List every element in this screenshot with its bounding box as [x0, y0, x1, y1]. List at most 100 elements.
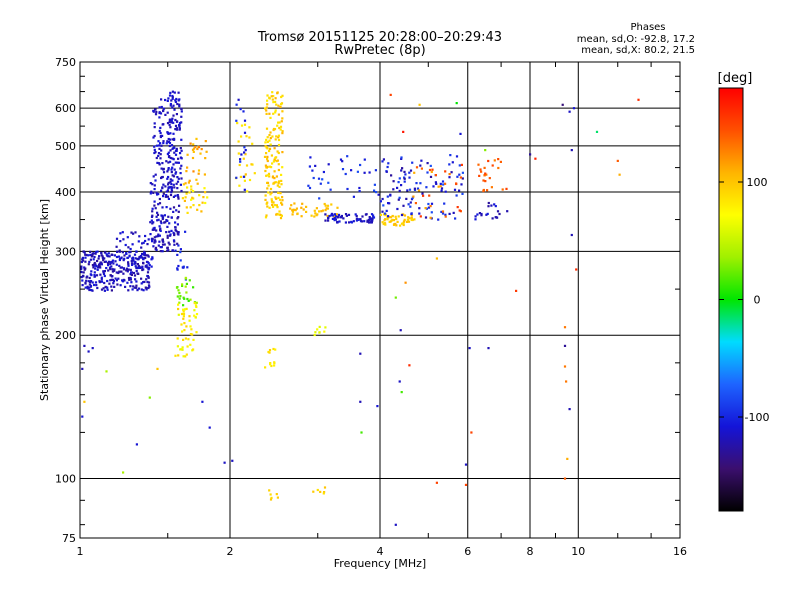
data-point [110, 285, 113, 288]
data-point [239, 108, 242, 111]
data-point [191, 333, 194, 336]
data-point [152, 109, 155, 112]
data-point [152, 136, 155, 139]
data-point [248, 136, 251, 139]
data-point [273, 181, 276, 184]
data-point [125, 252, 128, 255]
data-point [189, 325, 192, 328]
data-point [124, 243, 127, 247]
data-point [406, 220, 409, 223]
data-points [79, 90, 640, 526]
data-point [81, 415, 84, 418]
data-point [188, 279, 191, 282]
data-point [129, 247, 132, 251]
data-point [90, 274, 93, 277]
data-point [461, 177, 464, 180]
data-point [137, 240, 140, 243]
data-point [167, 241, 170, 244]
data-point [268, 165, 271, 168]
data-point [155, 144, 159, 147]
data-point [455, 102, 458, 105]
data-point [407, 203, 410, 206]
data-point [174, 124, 178, 127]
data-point [273, 170, 276, 173]
data-point [318, 325, 321, 328]
data-point [166, 170, 169, 173]
data-point [100, 278, 103, 281]
data-point [98, 265, 101, 268]
data-point [102, 272, 106, 275]
data-point [448, 173, 451, 176]
data-point [170, 99, 173, 102]
data-point [172, 146, 175, 150]
data-point [274, 97, 277, 100]
data-point [176, 176, 179, 179]
data-point [406, 189, 409, 192]
data-point [94, 281, 98, 284]
data-point [318, 197, 321, 200]
data-point [91, 347, 94, 350]
data-point [435, 182, 438, 185]
data-point [192, 338, 195, 341]
data-point [134, 231, 137, 234]
data-point [167, 161, 170, 164]
data-point [175, 209, 178, 212]
data-point [276, 150, 279, 153]
data-point [164, 185, 167, 188]
data-point [165, 206, 168, 209]
data-point [493, 203, 496, 206]
data-point [402, 223, 405, 227]
data-point [404, 173, 407, 176]
data-point [146, 280, 149, 284]
data-point [176, 345, 179, 348]
data-point [111, 278, 114, 281]
data-point [392, 188, 395, 191]
data-point [85, 253, 88, 257]
data-point [459, 210, 462, 213]
data-point [192, 170, 195, 173]
data-point [359, 163, 362, 167]
data-point [169, 91, 172, 94]
data-point [100, 252, 103, 255]
data-point [177, 91, 180, 94]
data-point [169, 180, 172, 183]
data-point [160, 149, 163, 152]
data-point [117, 271, 120, 275]
data-point [173, 91, 176, 94]
data-point [269, 493, 272, 496]
data-point [280, 173, 283, 176]
data-point [410, 212, 413, 215]
data-point [128, 255, 131, 258]
data-point [127, 268, 130, 271]
data-point [368, 171, 371, 174]
stats-line-x: mean, sd,X: 80.2, 21.5 [581, 45, 695, 56]
data-point [122, 471, 125, 474]
data-point [128, 278, 131, 281]
data-point [87, 263, 90, 266]
data-point [245, 135, 248, 138]
data-point [316, 488, 319, 492]
data-point [208, 426, 211, 429]
data-point [186, 297, 189, 301]
data-point [277, 196, 280, 199]
data-point [370, 219, 373, 222]
data-point [153, 145, 156, 148]
data-point [396, 220, 399, 223]
data-point [177, 354, 180, 357]
data-point [93, 261, 96, 265]
data-point [272, 95, 275, 98]
data-point [267, 184, 270, 187]
data-point [266, 155, 269, 158]
data-point [618, 173, 621, 176]
data-point [400, 213, 404, 217]
data-point [168, 155, 171, 158]
data-point [300, 215, 303, 218]
data-point [159, 131, 162, 135]
data-point [271, 162, 274, 165]
data-point [169, 160, 172, 163]
data-point [91, 281, 94, 284]
data-point [277, 138, 281, 142]
data-point [161, 187, 164, 190]
data-point [148, 285, 151, 288]
